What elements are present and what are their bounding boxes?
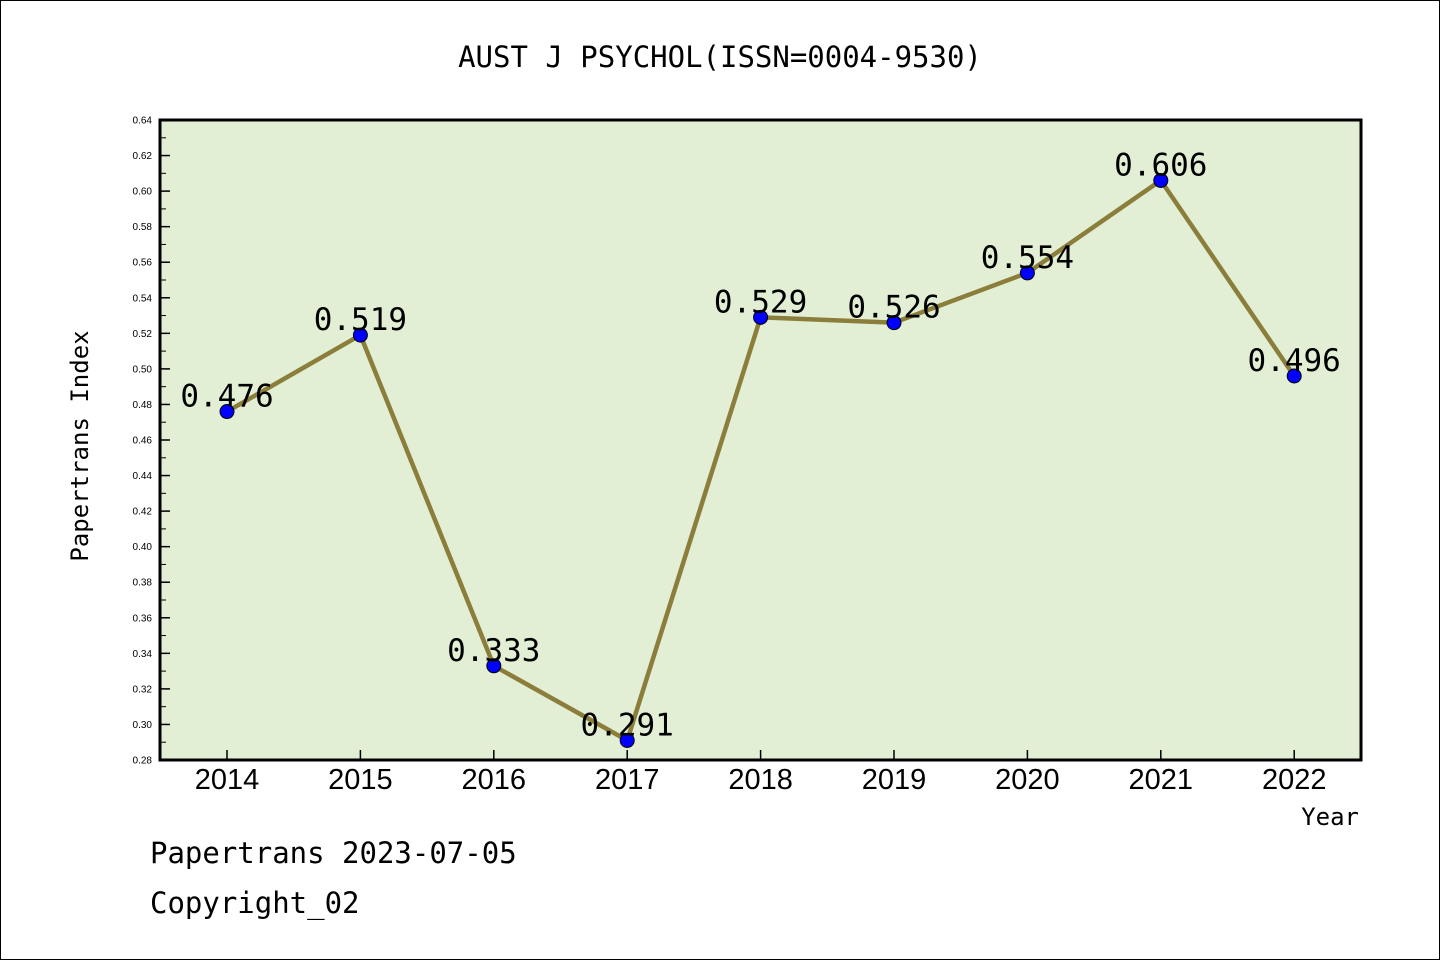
y-tick-label: 0.58 [133, 222, 153, 233]
chart-title: AUST J PSYCHOL(ISSN=0004-9530) [458, 40, 982, 74]
x-axis: 2014 2015 2016 2017 2018 2019 2020 2021 2022 [195, 750, 1327, 796]
y-tick-label: 0.36 [133, 613, 153, 624]
x-tick-label: 2022 [1262, 764, 1327, 796]
markers-group [219, 172, 1302, 748]
data-point [1286, 368, 1302, 384]
data-point [886, 315, 902, 331]
y-tick-label: 0.30 [133, 720, 153, 731]
x-tick-label: 2018 [728, 764, 793, 796]
y-tick-label: 0.50 [133, 364, 153, 375]
data-point [1153, 172, 1169, 188]
y-tick-label: 0.40 [133, 542, 153, 553]
footer-copyright: Copyright_02 [150, 886, 360, 921]
data-label: 0.554 [981, 240, 1074, 276]
x-tick-label: 2014 [195, 764, 260, 796]
data-labels-group: 0.476 0.519 0.333 0.291 0.529 0.526 0.554 0.606… [180, 147, 1341, 743]
y-axis: 0.28 0.30 0.32 0.34 0.36 0.38 0.40 0.42 0.44 0.46… [133, 116, 170, 767]
plot-frame [158, 118, 1363, 762]
y-tick-label: 0.52 [133, 329, 153, 340]
data-label: 0.526 [847, 290, 940, 326]
footer-date: Papertrans 2023-07-05 [150, 836, 517, 870]
data-label: 0.496 [1248, 343, 1341, 379]
y-tick-label: 0.46 [133, 436, 153, 447]
x-tick-label: 2016 [462, 764, 527, 796]
data-label: 0.333 [447, 633, 540, 669]
y-tick-label: 0.64 [133, 116, 153, 127]
data-point [219, 404, 235, 420]
x-tick-label: 2015 [328, 764, 393, 796]
data-point [1019, 265, 1035, 281]
y-tick-label: 0.32 [133, 684, 153, 695]
x-tick-label: 2020 [995, 764, 1060, 796]
data-label: 0.519 [314, 302, 407, 338]
x-axis-label: Year [1301, 803, 1359, 831]
x-tick-label: 2017 [595, 764, 660, 796]
data-label: 0.606 [1114, 147, 1207, 183]
y-tick-label: 0.48 [133, 400, 153, 411]
y-axis-label: Papertrans Index [66, 330, 94, 561]
y-tick-label: 0.54 [133, 293, 153, 304]
data-point [619, 732, 635, 748]
y-tick-label: 0.56 [133, 258, 153, 269]
data-point [486, 658, 502, 674]
plot-area [160, 120, 1361, 760]
y-tick-label: 0.44 [133, 471, 153, 482]
y-tick-label: 0.42 [133, 507, 153, 518]
data-label: 0.291 [581, 707, 674, 743]
data-label: 0.529 [714, 284, 807, 320]
y-tick-label: 0.28 [133, 756, 153, 767]
y-tick-label: 0.38 [133, 578, 153, 589]
data-label: 0.476 [180, 379, 273, 415]
y-tick-label: 0.34 [133, 649, 153, 660]
x-tick-label: 2019 [862, 764, 927, 796]
x-tick-label: 2021 [1129, 764, 1194, 796]
y-tick-label: 0.62 [133, 151, 153, 162]
y-tick-label: 0.60 [133, 187, 153, 198]
data-point [753, 309, 769, 325]
data-point [352, 327, 368, 343]
